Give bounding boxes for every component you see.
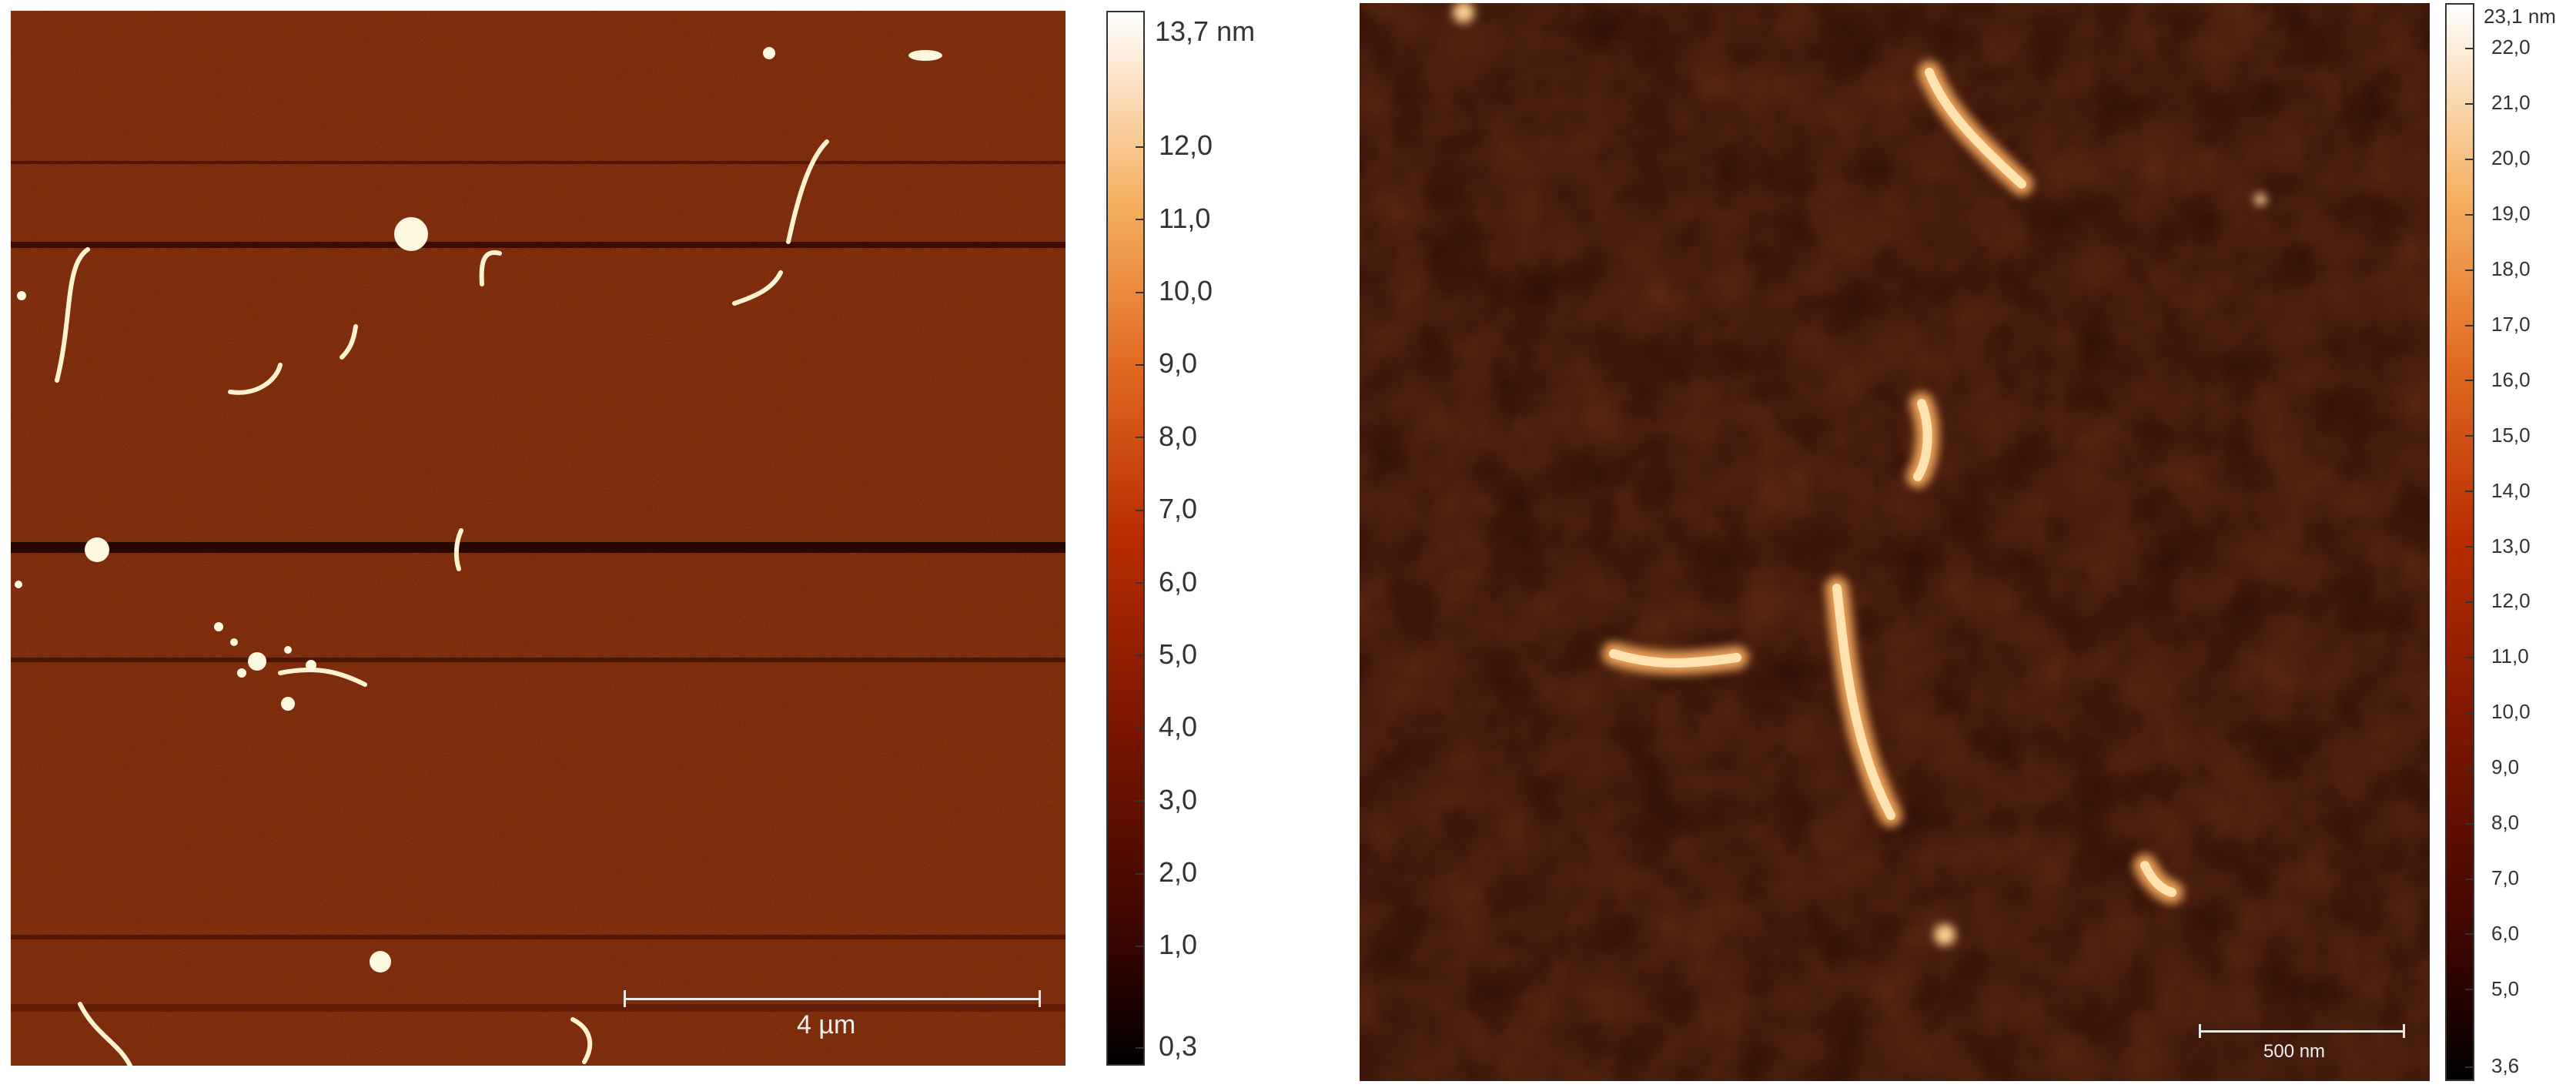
right-colorbar-tick <box>2465 324 2474 326</box>
right-colorbar-tick-label: 14,0 <box>2491 478 2531 502</box>
left-colorbar-tick-label: 11,0 <box>1159 202 1211 234</box>
right-colorbar-tick <box>2465 269 2474 271</box>
right-colorbar-tick <box>2465 601 2474 604</box>
right-afm-topography <box>1360 3 2430 1081</box>
left-colorbar-tick-label: 2,0 <box>1159 855 1198 888</box>
left-colorbar-tick-label: 3,0 <box>1159 783 1198 815</box>
right-colorbar-tick-label: 9,0 <box>2491 755 2520 779</box>
right-colorbar-tick-label: 20,0 <box>2491 146 2531 170</box>
left-colorbar-tick-label: 9,0 <box>1159 347 1198 380</box>
right-particles <box>1453 3 2267 946</box>
right-colorbar-tick <box>2465 989 2474 991</box>
left-colorbar-tick-label: 5,0 <box>1159 638 1198 670</box>
right-colorbar-tick <box>2465 48 2474 49</box>
right-colorbar-max-label: 23,1 nm <box>2484 5 2556 28</box>
left-colorbar-tick-label: 10,0 <box>1159 275 1213 307</box>
right-colorbar-tick <box>2465 656 2474 658</box>
right-colorbar-tick-label: 3,6 <box>2491 1054 2520 1078</box>
right-colorbar-tick <box>2465 933 2474 936</box>
left-colorbar-tick-label: 1,0 <box>1159 929 1198 961</box>
right-afm-image <box>1360 3 2430 1081</box>
right-colorbar-tick <box>2465 213 2474 216</box>
left-colorbar-tick <box>1136 800 1145 802</box>
particles <box>15 47 942 973</box>
right-colorbar-tick-label: 19,0 <box>2491 202 2531 226</box>
right-colorbar-tick <box>2465 711 2474 714</box>
right-colorbar-tick-label: 5,0 <box>2491 976 2520 1000</box>
right-colorbar-tick <box>2465 102 2474 105</box>
left-scale-bar-cap-right <box>1039 990 1041 1007</box>
right-colorbar-tick-label: 16,0 <box>2491 367 2531 391</box>
right-colorbar-tick-label: 22,0 <box>2491 35 2531 59</box>
right-colorbar-tick-label: 21,0 <box>2491 91 2531 115</box>
right-colorbar-tick <box>2465 1066 2474 1068</box>
right-colorbar-tick <box>2465 158 2474 160</box>
left-colorbar-tick <box>1136 291 1145 293</box>
right-colorbar-tick-label: 8,0 <box>2491 811 2520 835</box>
left-colorbar-tick <box>1136 872 1145 875</box>
right-colorbar-tick <box>2465 822 2474 825</box>
right-colorbar <box>2445 3 2474 1081</box>
right-colorbar-tick-label: 17,0 <box>2491 312 2531 336</box>
left-colorbar-tick-label: 4,0 <box>1159 711 1198 743</box>
right-colorbar-tick <box>2465 380 2474 382</box>
left-scale-bar <box>624 998 1041 1000</box>
right-colorbar-tick <box>2465 490 2474 493</box>
left-colorbar-tick <box>1136 1047 1145 1049</box>
right-colorbar-tick-label: 6,0 <box>2491 921 2520 945</box>
right-scale-bar-cap-right <box>2403 1024 2405 1038</box>
left-colorbar-tick-label: 0,3 <box>1159 1030 1198 1063</box>
left-colorbar-tick <box>1136 654 1145 657</box>
left-colorbar-tick <box>1136 727 1145 729</box>
left-scale-bar-label: 4 µm <box>797 1010 856 1039</box>
right-colorbar-tick-label: 15,0 <box>2491 423 2531 447</box>
left-colorbar-tick-label: 6,0 <box>1159 565 1198 598</box>
right-fibrils <box>1609 68 2176 897</box>
right-colorbar-tick <box>2465 546 2474 548</box>
right-colorbar-tick <box>2465 435 2474 437</box>
left-colorbar-tick <box>1136 146 1145 148</box>
right-colorbar-tick-label: 13,0 <box>2491 534 2531 557</box>
left-colorbar-tick-label: 7,0 <box>1159 493 1198 525</box>
right-scale-bar-cap-left <box>2199 1024 2201 1038</box>
left-afm-topography <box>11 11 1066 1066</box>
right-colorbar-tick-label: 11,0 <box>2491 644 2529 668</box>
left-afm-image <box>11 11 1066 1066</box>
right-colorbar-tick <box>2465 878 2474 880</box>
right-colorbar-tick-label: 10,0 <box>2491 700 2531 724</box>
right-scale-bar-label: 500 nm <box>2263 1041 2326 1062</box>
right-scale-bar <box>2199 1030 2405 1033</box>
left-colorbar-tick-label: 8,0 <box>1159 420 1198 452</box>
right-colorbar-tick-label: 7,0 <box>2491 865 2520 889</box>
right-colorbar-tick-label: 18,0 <box>2491 257 2531 280</box>
left-colorbar-tick <box>1136 219 1145 221</box>
left-colorbar <box>1106 11 1145 1066</box>
left-colorbar-tick <box>1136 509 1145 511</box>
left-colorbar-tick <box>1136 437 1145 439</box>
left-colorbar-tick-label: 12,0 <box>1159 129 1213 162</box>
left-colorbar-tick <box>1136 945 1145 947</box>
left-scale-bar-cap-left <box>624 990 626 1007</box>
left-colorbar-tick <box>1136 364 1145 367</box>
right-colorbar-tick-label: 12,0 <box>2491 589 2531 613</box>
right-colorbar-tick <box>2465 767 2474 769</box>
left-colorbar-tick <box>1136 582 1145 584</box>
left-colorbar-max-label: 13,7 nm <box>1155 15 1256 47</box>
fibrils <box>55 139 829 1066</box>
